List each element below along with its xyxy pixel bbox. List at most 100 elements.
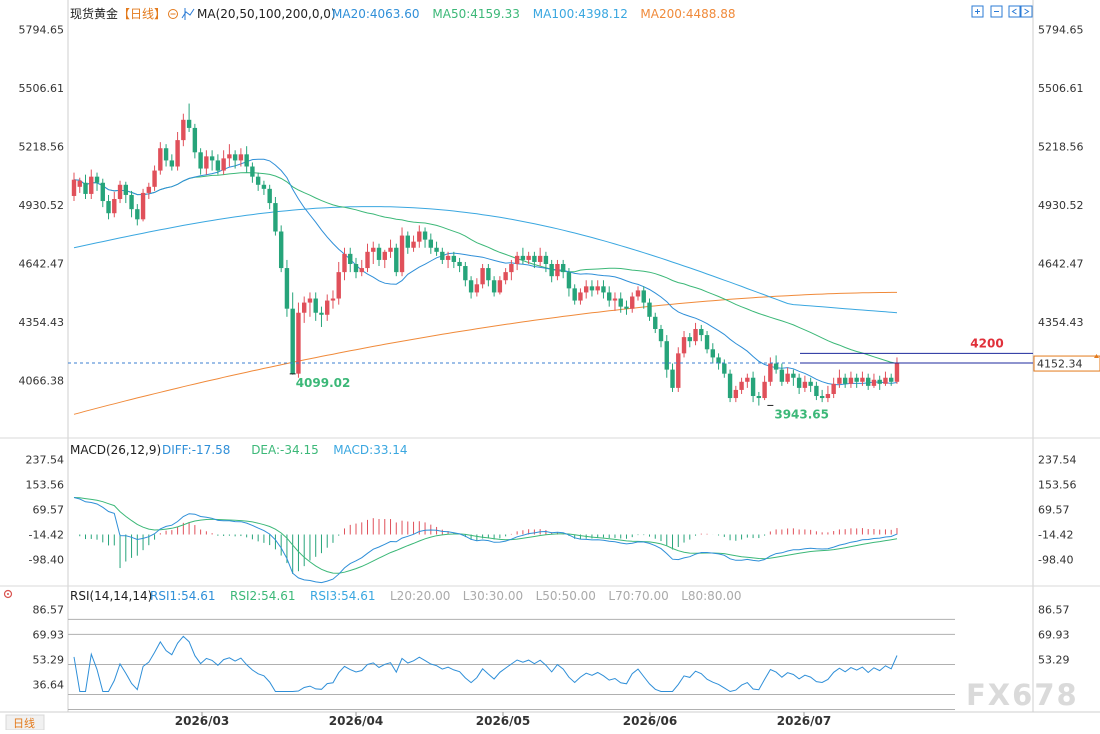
rsi-tick-label-right: 69.93: [1038, 629, 1070, 642]
candle-body: [566, 272, 572, 289]
rsi-tick-label-left: 36.64: [33, 679, 65, 692]
zoom-in-icon[interactable]: [971, 5, 984, 18]
rsi-legend-item: RSI3:54.61: [310, 589, 376, 603]
rsi-line: [73, 635, 898, 693]
candle-body: [221, 158, 226, 171]
candle-body: [808, 381, 813, 386]
price-tick-label-left: 5794.65: [19, 23, 65, 36]
candle-body: [261, 184, 267, 189]
x-axis: 2026/03 2026/04 2026/05 2026/06 2026/07: [175, 712, 831, 728]
candle-body: [549, 263, 554, 277]
rsi-tick-label-right: 53.29: [1038, 654, 1070, 667]
candle-body: [290, 308, 295, 374]
candle-body: [658, 328, 664, 342]
ma-legend-item: MA20:4063.60: [332, 7, 420, 21]
candle-body: [871, 379, 877, 386]
macd-legend: DIFF:-17.58 DEA:-34.15 MACD:33.14: [162, 443, 408, 457]
settings-circle-icon[interactable]: [168, 9, 178, 19]
candle-body: [612, 298, 618, 301]
candle-body: [278, 231, 284, 269]
candle-body: [238, 154, 244, 161]
candle-body: [710, 349, 716, 358]
candle-body: [445, 255, 451, 260]
candle-body: [756, 396, 762, 399]
candle-body: [768, 363, 773, 382]
candle-body: [854, 377, 859, 382]
candle-body: [831, 383, 836, 394]
candle-body: [520, 255, 526, 260]
candle-body: [509, 263, 514, 273]
candle-body: [382, 251, 387, 260]
low-label-1: 4099.02: [296, 376, 351, 390]
price-tick-label-left: 4642.47: [19, 257, 65, 270]
candle-body: [83, 182, 88, 194]
candle-body: [428, 239, 434, 248]
candle-body: [198, 152, 203, 169]
candle-body: [779, 369, 785, 382]
price-tick-label-right: 4930.52: [1038, 199, 1084, 212]
scroll-left-icon[interactable]: [1008, 5, 1021, 18]
candle-body: [405, 235, 410, 248]
candle-body: [77, 180, 82, 187]
candle-body: [463, 266, 468, 281]
candle-body: [186, 119, 192, 128]
chart-type-icon[interactable]: [181, 8, 195, 20]
candle-body: [693, 328, 698, 342]
candle-body: [773, 363, 779, 370]
candle-body: [480, 268, 485, 285]
candle-body: [601, 286, 606, 293]
grid-layer: 5794.65 5794.65 5506.61 5506.61 5218.56 5218.…: [0, 0, 1100, 713]
rsi-layer: [68, 618, 955, 711]
candle-body: [353, 263, 359, 273]
rsi-legend-item: RSI1:54.61: [150, 589, 216, 603]
candle-body: [635, 290, 641, 297]
candle-body: [71, 179, 77, 196]
candle-body: [123, 184, 128, 195]
candle-body: [117, 184, 123, 200]
candle-body: [796, 377, 802, 388]
candle-body: [676, 353, 681, 388]
price-up-arrow-icon: [1094, 354, 1099, 359]
x-tick-label: 2026/06: [623, 714, 677, 728]
candle-body: [526, 255, 531, 260]
rsi-legend-item: L30:30.00: [463, 589, 523, 603]
candle-body: [215, 160, 221, 171]
candle-body: [129, 194, 134, 210]
rsi-legend-item: L20:20.00: [390, 589, 450, 603]
zoom-out-icon[interactable]: [990, 5, 1003, 18]
rsi-legend-item: L70:70.00: [608, 589, 668, 603]
scroll-right-icon[interactable]: [1020, 5, 1033, 18]
candle-body: [762, 381, 767, 399]
candle-body: [607, 292, 612, 301]
candle-body: [100, 182, 105, 202]
rsi-tick-label-right: 86.57: [1038, 604, 1070, 617]
candle-body: [618, 298, 623, 307]
candle-body: [359, 268, 364, 273]
candle-body: [434, 247, 439, 252]
candle-body: [865, 377, 871, 386]
candle-body: [89, 176, 94, 194]
candle-body: [169, 160, 175, 167]
price-tick-label-left: 4066.38: [19, 375, 65, 388]
candle-body: [860, 377, 865, 382]
candle-body: [451, 255, 457, 262]
last-price-box: [1033, 355, 1100, 372]
ma-legend-item: MA100:4398.12: [533, 7, 628, 21]
macd-title: MACD(26,12,9): [70, 443, 161, 457]
candle-body: [152, 170, 157, 187]
candle-body: [578, 292, 583, 301]
candle-body: [727, 373, 733, 399]
candle-body: [750, 377, 756, 397]
candle-body: [641, 290, 646, 303]
candle-body: [273, 203, 278, 232]
rsi-settings-icon[interactable]: [3, 589, 13, 599]
instrument-name: 现货黄金: [70, 6, 118, 21]
price-tick-label-right: 5218.56: [1038, 140, 1084, 153]
candle-body: [146, 186, 152, 193]
toolbar: [971, 5, 1033, 18]
candle-body: [325, 300, 330, 315]
candle-body: [244, 154, 249, 167]
macd-tick-label-left: 69.57: [33, 503, 65, 516]
